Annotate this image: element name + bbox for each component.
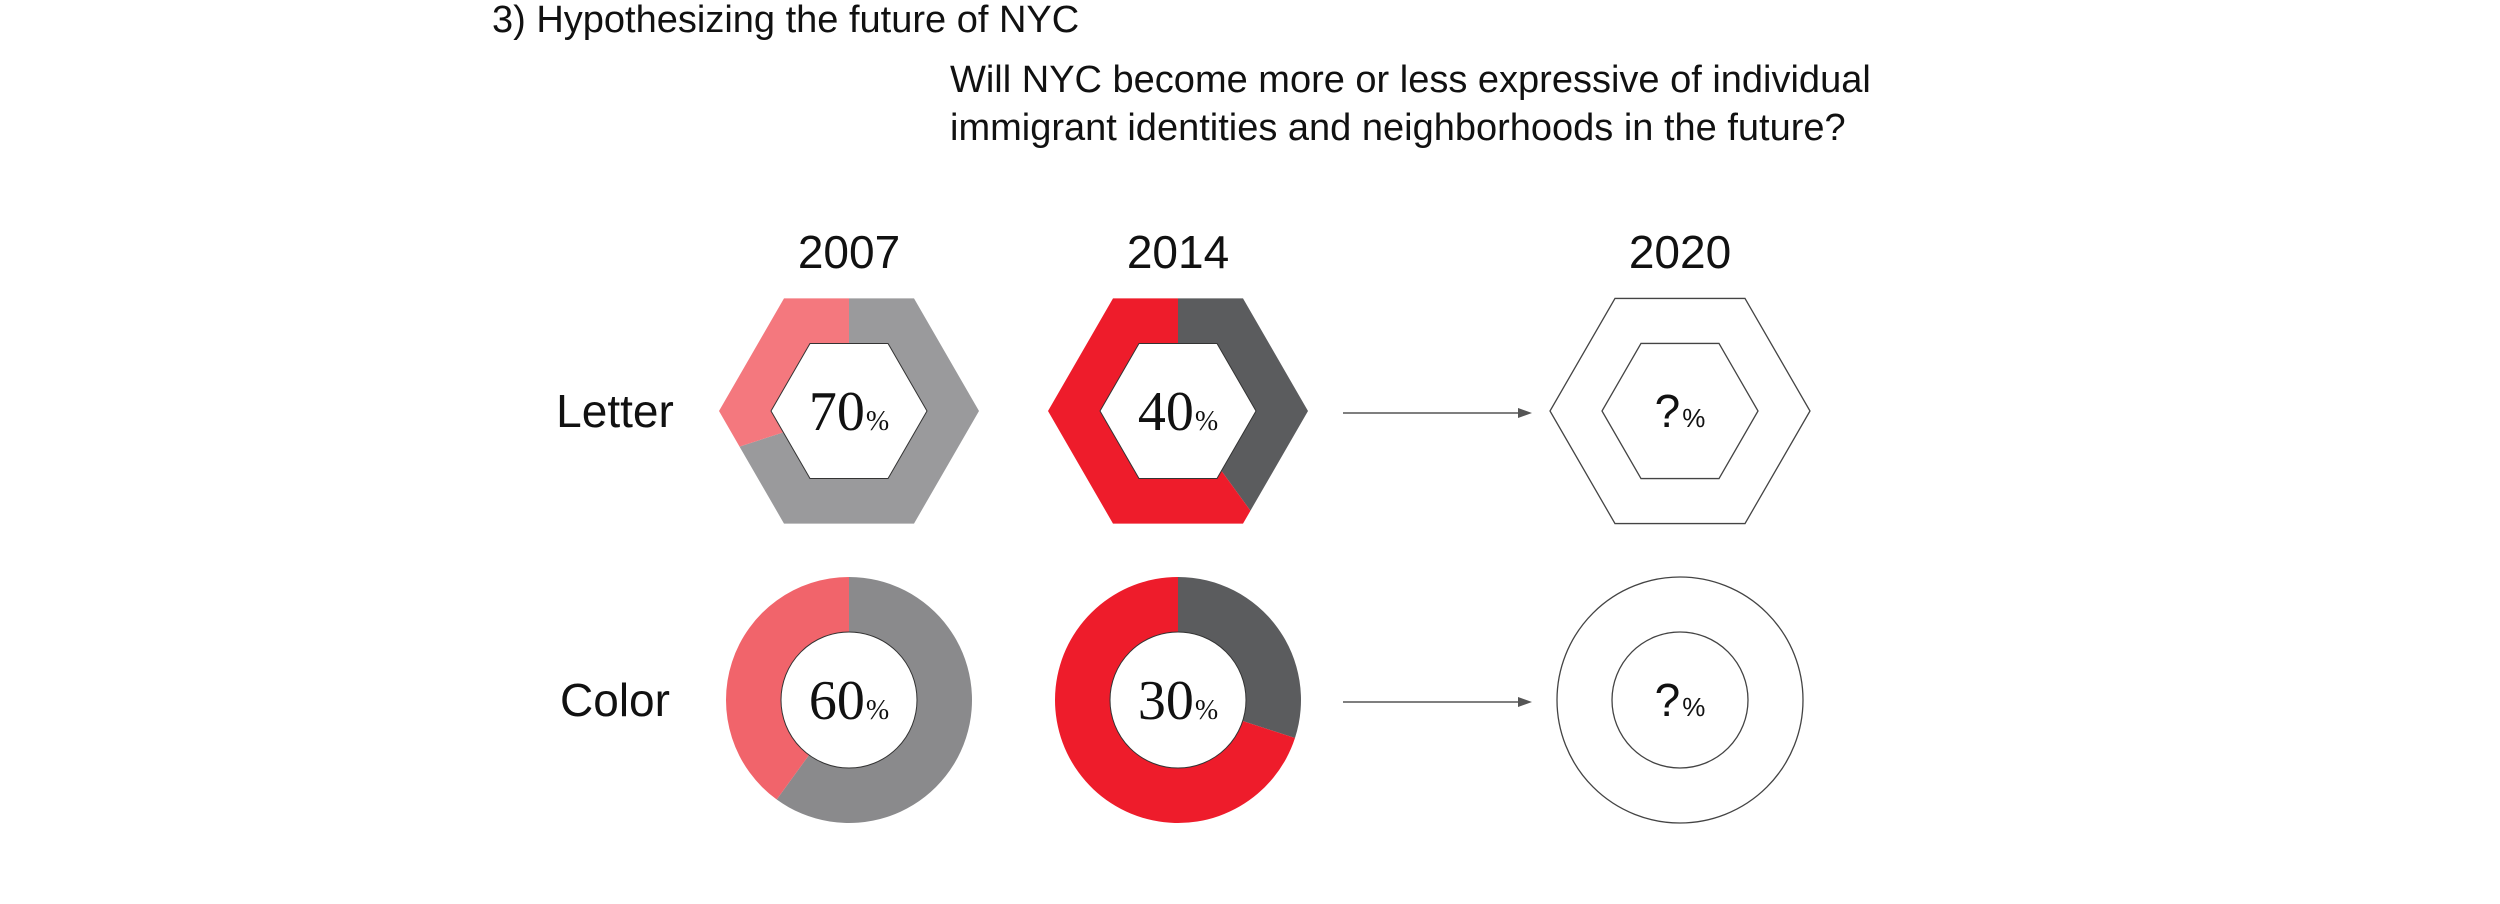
arrow-head-1 xyxy=(1518,408,1532,418)
color-2020-inner-outline xyxy=(1611,631,1749,769)
row-label-color: Color xyxy=(560,674,670,726)
letter-2014-inner-face xyxy=(1099,342,1257,480)
row-labels: Letter Color xyxy=(556,385,674,726)
letter-2014-rest-segment xyxy=(1178,298,1308,511)
letter-2014-value: 40% xyxy=(1138,381,1218,443)
letter-2007-value: 70% xyxy=(809,381,889,443)
letter-2020-outer-outline xyxy=(1549,297,1811,525)
color-2014-value: 30% xyxy=(1138,670,1218,732)
year-label-2020: 2020 xyxy=(1629,226,1731,278)
color-2014-cell: 30% xyxy=(1054,577,1301,824)
letter-2007-cell: 70% xyxy=(719,298,979,524)
letter-2007-inner-face xyxy=(770,342,928,480)
letter-2020-cell: ?% xyxy=(1549,297,1811,525)
section-heading: 3) Hypothesizing the future of NYC xyxy=(492,0,1080,41)
color-2007-rest-segment xyxy=(776,577,972,823)
color-2007-value: 60% xyxy=(809,670,889,732)
letter-2007-rest-segment xyxy=(739,298,979,524)
year-labels: 2007 2014 2020 xyxy=(798,226,1731,278)
letter-2014-accent-segment xyxy=(1048,298,1251,524)
color-2014-rest-segment xyxy=(1178,577,1301,739)
color-2020-cell: ?% xyxy=(1556,576,1804,824)
year-label-2014: 2014 xyxy=(1127,226,1229,278)
color-2020-outer-outline xyxy=(1556,576,1804,824)
letter-2014-cell: 40% xyxy=(1048,298,1308,524)
color-2014-accent-segment xyxy=(1054,577,1295,824)
arrows xyxy=(1343,408,1532,707)
year-label-2007: 2007 xyxy=(798,226,900,278)
color-2020-value: ?% xyxy=(1655,674,1706,726)
color-2007-inner-face xyxy=(780,631,918,769)
color-2014-inner-face xyxy=(1109,631,1247,769)
chart-cells: 70% 40% ?% 60% 30%?% xyxy=(719,297,1811,824)
arrow-head-2 xyxy=(1518,697,1532,707)
letter-2020-inner-outline xyxy=(1601,342,1759,480)
color-2007-cell: 60% xyxy=(725,577,972,823)
color-2007-accent-segment xyxy=(725,577,849,800)
letter-2007-accent-segment xyxy=(719,298,849,447)
row-label-letter: Letter xyxy=(556,385,674,437)
letter-2020-value: ?% xyxy=(1655,385,1706,437)
